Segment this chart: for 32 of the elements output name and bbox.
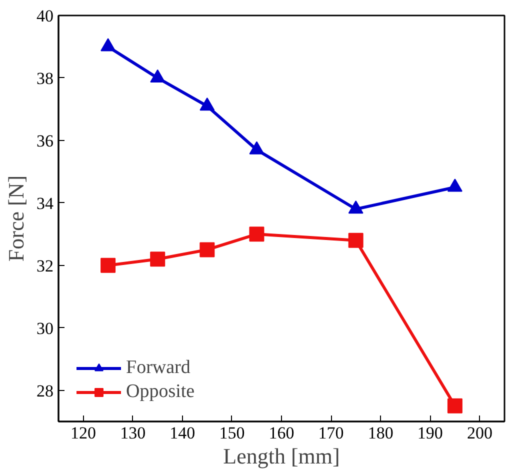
x-tick-label: 120	[70, 424, 96, 442]
legend-label: Forward	[126, 357, 190, 379]
point	[447, 178, 462, 192]
point	[200, 97, 215, 111]
y-tick-label: 36	[36, 131, 54, 150]
y-tick-label: 40	[36, 6, 54, 26]
x-tick-label: 180	[368, 424, 394, 442]
point	[150, 252, 166, 267]
y-tick-label: 28	[36, 381, 54, 400]
y-tick-label: 32	[36, 256, 54, 276]
point	[447, 398, 462, 414]
x-tick-label: 200	[466, 424, 492, 442]
x-tick-label: 190	[417, 424, 443, 442]
x-tick-label: 150	[219, 424, 245, 442]
point	[100, 258, 116, 273]
y-tick-label: 30	[36, 318, 54, 338]
x-tick-label: 170	[318, 424, 344, 442]
point	[348, 232, 364, 248]
point	[200, 242, 215, 258]
point	[100, 38, 116, 52]
point	[150, 69, 166, 83]
x-tick-label: 160	[268, 424, 294, 442]
x-tick-label: 130	[120, 424, 146, 442]
y-axis-title: Force [N]	[4, 175, 28, 262]
x-axis-title: Length [mm]	[223, 444, 340, 468]
y-tick-label: 38	[36, 68, 54, 88]
y-tick-label: 34	[36, 194, 54, 213]
point	[249, 141, 264, 154]
x-tick-label: 140	[170, 424, 196, 442]
legend-label: Opposite	[126, 381, 195, 403]
point	[249, 226, 264, 242]
point	[348, 200, 364, 214]
